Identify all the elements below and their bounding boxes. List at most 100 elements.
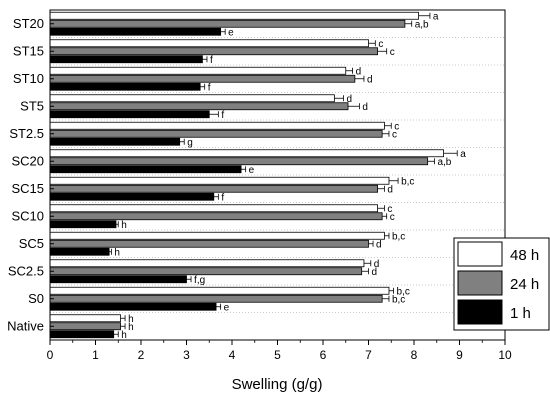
legend-label: 48 h (510, 247, 539, 264)
legend-label: 24 h (510, 276, 539, 293)
significance-label: h (128, 322, 134, 333)
significance-label: d (374, 259, 380, 270)
significance-label: d (376, 239, 382, 250)
significance-label: b,c (392, 294, 405, 305)
category-label: SC20 (11, 153, 44, 168)
bar (49, 192, 215, 201)
significance-label: b,c (397, 286, 410, 297)
bar (49, 247, 110, 256)
category-label: ST2.5 (9, 126, 44, 141)
significance-label: d (387, 184, 393, 195)
bar (49, 94, 335, 103)
significance-label: a,b (415, 19, 429, 30)
bar (49, 231, 385, 240)
x-axis-ticks: 0 1 2 3 4 5 6 7 8 9 10 (47, 340, 512, 362)
significance-label: c (387, 204, 392, 215)
category-separators (50, 37, 505, 313)
significance-label: h (114, 247, 120, 258)
x-tick-label: 3 (183, 348, 190, 362)
significance-label: e (228, 27, 234, 38)
significance-label: h (121, 330, 127, 341)
significance-label: c (390, 47, 395, 58)
bar (49, 66, 347, 75)
bar (49, 220, 117, 229)
significance-label: d (346, 94, 352, 105)
bar (49, 149, 444, 158)
bar (49, 184, 379, 193)
significance-label: f,g (194, 275, 205, 286)
x-axis-title: Swelling (g/g) (232, 376, 323, 393)
legend: 48 h 24 h 1 h (453, 237, 550, 331)
x-tick-label: 8 (411, 348, 418, 362)
bar (49, 294, 383, 303)
bar (49, 302, 217, 311)
legend-swatch (457, 270, 503, 296)
x-tick-label: 0 (47, 348, 54, 362)
significance-label: b,c (392, 231, 405, 242)
category-labels: ST20 ST15 ST10 ST5 ST2.5 SC20 SC15 SC10 SC5 SC2.5… (7, 16, 54, 333)
category-label: ST10 (13, 71, 44, 86)
significance-label: g (187, 137, 193, 148)
significance-label: d (367, 74, 373, 85)
significance-label: e (249, 165, 255, 176)
category-label: ST15 (13, 43, 44, 58)
bar (49, 314, 121, 323)
bar (49, 267, 363, 276)
bar (49, 129, 383, 138)
category-label: ST5 (20, 98, 44, 113)
significance-label: d (362, 102, 368, 113)
significance-label: h (128, 314, 134, 325)
bar (49, 110, 210, 119)
bar (49, 27, 222, 36)
x-tick-label: 5 (274, 348, 281, 362)
bar (49, 55, 203, 64)
bar (49, 74, 356, 83)
significance-label: f (221, 192, 224, 203)
x-tick-label: 2 (138, 348, 145, 362)
significance-label: f (208, 82, 211, 93)
bar (49, 39, 369, 48)
category-label: ST20 (13, 16, 44, 31)
significance-label: a (433, 11, 439, 22)
significance-label: a,b (437, 157, 451, 168)
bar (49, 137, 181, 146)
category-label: SC5 (19, 236, 44, 251)
x-tick-label: 9 (456, 348, 463, 362)
bar (49, 322, 121, 331)
x-tick-label: 6 (320, 348, 327, 362)
significance-label: e (224, 302, 230, 313)
x-tick-label: 1 (92, 348, 99, 362)
significance-label: b,c (401, 176, 414, 187)
bar (49, 239, 369, 248)
error-bars-layer (109, 12, 458, 338)
category-label: SC2.5 (8, 263, 44, 278)
bar (49, 82, 201, 91)
category-label: Native (7, 318, 44, 333)
bar (49, 102, 349, 111)
bar (49, 157, 429, 166)
significance-label: d (356, 66, 362, 77)
x-tick-label: 10 (498, 348, 512, 362)
category-label: SC10 (11, 208, 44, 223)
significance-label: h (121, 220, 127, 231)
significance-label: d (372, 267, 378, 278)
bar (49, 165, 242, 174)
category-label: SC15 (11, 181, 44, 196)
significance-label: c (378, 39, 383, 50)
legend-label: 1 h (510, 305, 531, 322)
bar (49, 11, 419, 20)
bar (49, 275, 187, 284)
bars-layer (49, 11, 444, 339)
bar (49, 47, 379, 56)
significance-label: c (394, 121, 399, 132)
significance-label: c (390, 212, 395, 223)
bar (49, 259, 365, 268)
bar (49, 176, 390, 185)
bar (49, 19, 406, 28)
legend-swatch (457, 241, 503, 267)
legend-swatch (457, 299, 503, 325)
bar (49, 121, 385, 130)
significance-labels-layer: aa,beccfddfddfccgaa,beb,cdfcchb,cdhddf,g… (114, 11, 466, 341)
bar (49, 212, 383, 221)
